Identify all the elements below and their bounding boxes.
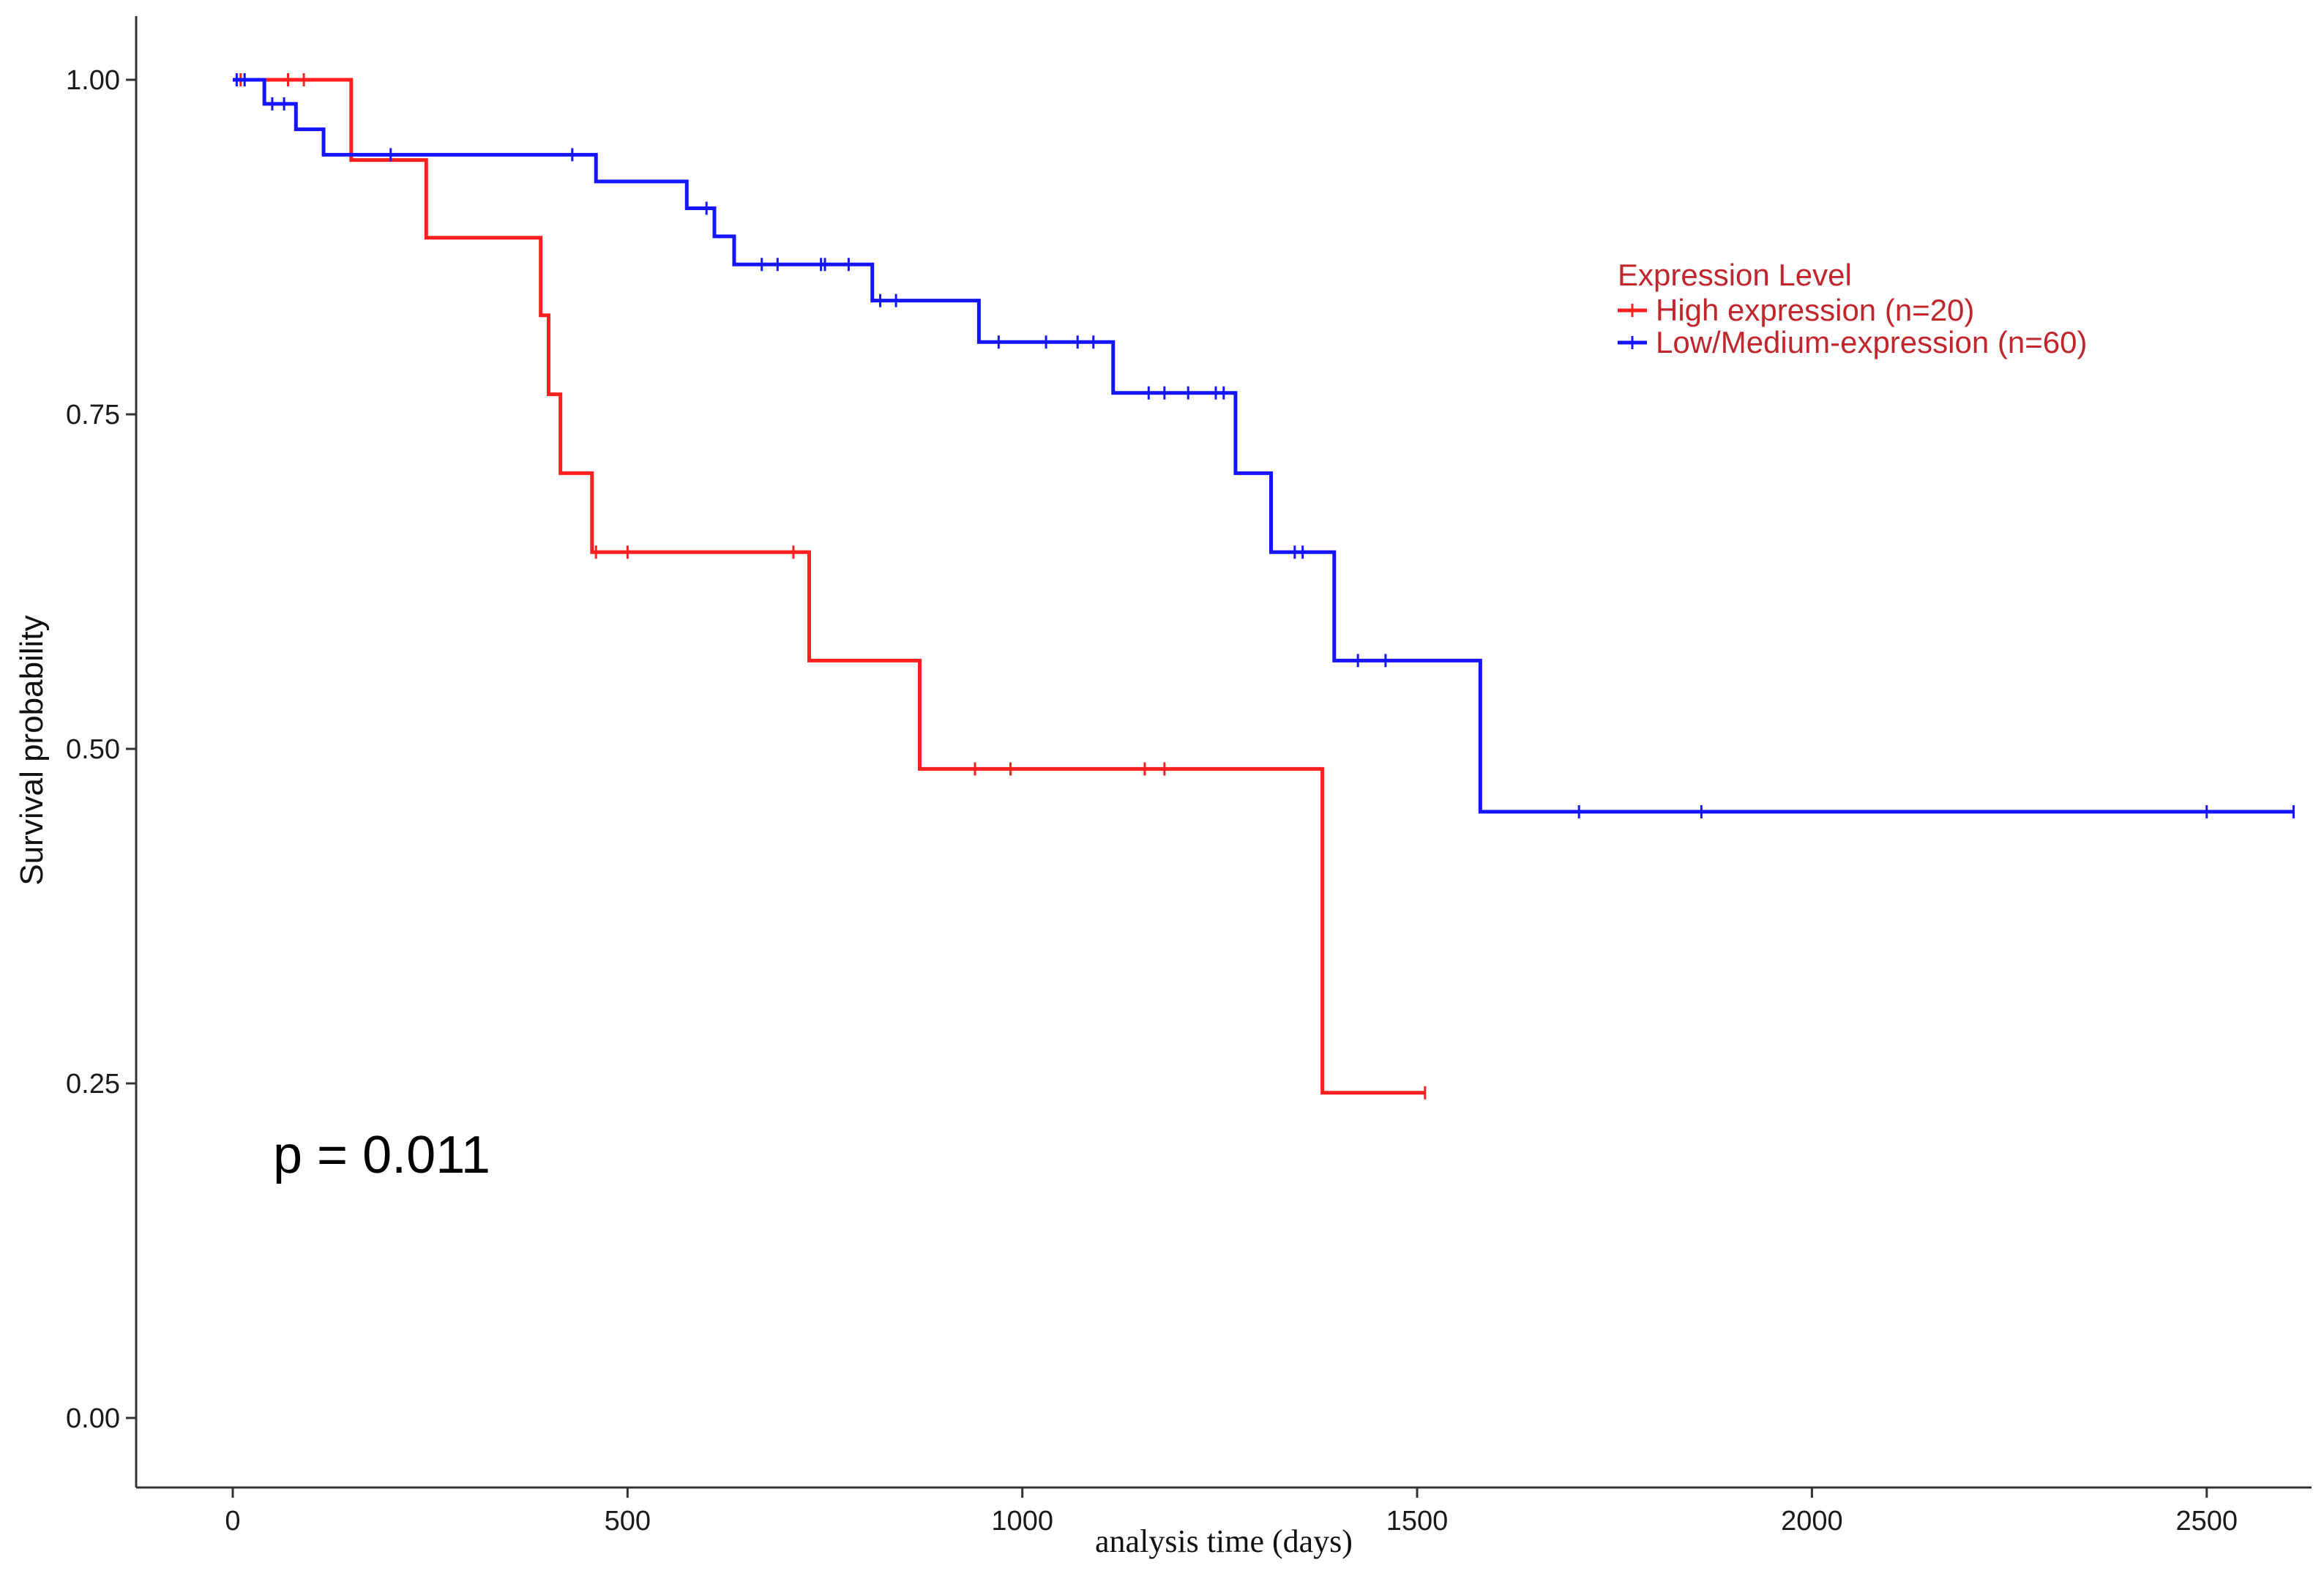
series-high-expression — [233, 73, 1427, 1100]
survival-step-line — [233, 78, 1425, 1095]
legend-label: High expression (n=20) — [1656, 293, 1974, 327]
p-value-annotation: p = 0.011 — [273, 1126, 490, 1184]
series-low-medium-expression — [233, 73, 2295, 818]
survival-step-line — [233, 78, 2294, 814]
legend: Expression Level High expression (n=20)L… — [1618, 258, 2087, 359]
y-tick-label: 0.50 — [66, 734, 120, 765]
survival-curves — [233, 73, 2295, 1100]
x-axis-title: analysis time (days) — [1095, 1523, 1353, 1559]
legend-item: High expression (n=20) — [1618, 293, 1974, 327]
y-axis-ticks: 0.00 0.25 0.50 0.75 1.00 — [66, 65, 136, 1434]
y-tick-label: 0.00 — [66, 1403, 120, 1434]
y-tick-label: 0.75 — [66, 400, 120, 430]
legend-title: Expression Level — [1618, 258, 1852, 292]
x-tick-label: 500 — [605, 1506, 651, 1537]
legend-items: High expression (n=20)Low/Medium-express… — [1618, 293, 2087, 359]
legend-label: Low/Medium-expression (n=60) — [1656, 325, 2087, 359]
y-axis-title: Survival probability — [14, 615, 50, 885]
y-tick-label: 1.00 — [66, 65, 120, 96]
x-tick-label: 0 — [225, 1506, 240, 1537]
x-tick-label: 2000 — [1781, 1506, 1843, 1537]
y-tick-label: 0.25 — [66, 1069, 120, 1100]
legend-item: Low/Medium-expression (n=60) — [1618, 325, 2087, 359]
x-tick-label: 2500 — [2175, 1506, 2238, 1537]
x-tick-label: 1500 — [1386, 1506, 1449, 1537]
x-tick-label: 1000 — [991, 1506, 1053, 1537]
axes: 0.00 0.25 0.50 0.75 1.00 0 500 1000 1500 2000 250… — [66, 16, 2312, 1537]
x-axis-ticks: 0 500 1000 1500 2000 2500 — [225, 1487, 2238, 1537]
